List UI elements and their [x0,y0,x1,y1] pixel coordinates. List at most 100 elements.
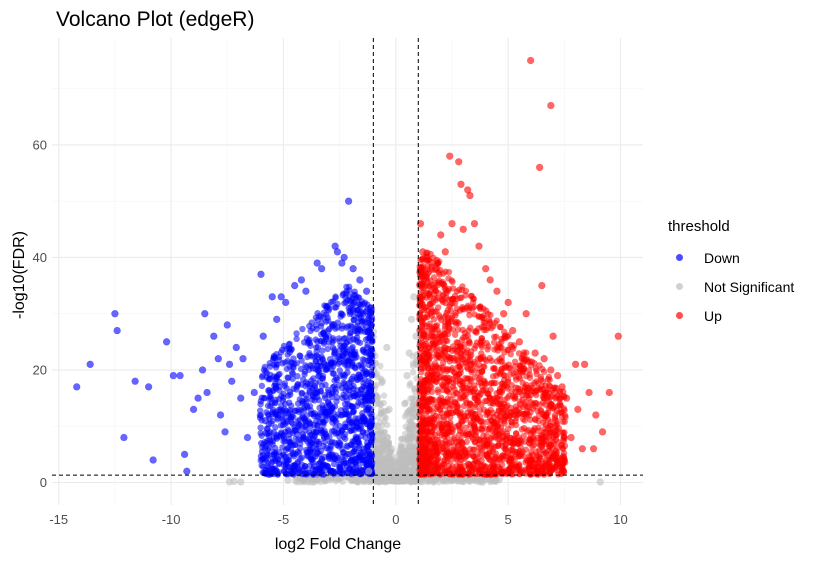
cloud-point [382,414,389,422]
cloud-point [413,478,420,485]
cloud-point [465,430,472,438]
cloud-point [509,445,516,453]
cloud-point [450,475,457,483]
cloud-point [354,310,361,318]
data-point [504,298,512,307]
cloud-point [355,425,363,433]
cloud-point [434,260,442,267]
cloud-point [419,262,427,270]
cloud-point [471,424,478,431]
cloud-point [529,443,536,450]
data-point [169,371,178,380]
cloud-point [326,451,333,458]
cloud-point [420,333,428,340]
cloud-point [503,403,510,411]
cloud-point [441,331,448,338]
data-point [531,349,539,357]
cloud-point [451,331,459,338]
cloud-point [336,347,343,354]
cloud-point [436,421,443,428]
cloud-point [430,290,438,298]
cloud-point [561,418,568,425]
cloud-point [365,361,372,369]
cloud-point [352,459,360,466]
legend-swatch-not-significant [668,276,690,298]
cloud-point [279,360,286,367]
cloud-point [354,376,362,383]
cloud-point [352,365,359,372]
cloud-point [328,438,336,446]
data-point [486,276,494,284]
cloud-point [457,377,464,384]
cloud-point [298,461,306,468]
cloud-point [322,334,330,341]
cloud-point [478,335,485,342]
cloud-point [411,466,418,474]
cloud-point [468,351,475,359]
cloud-point [418,283,426,290]
data-point [232,343,240,352]
cloud-point [444,314,452,322]
data-point [282,298,290,307]
cloud-point [529,451,536,459]
cloud-point [256,407,264,414]
data-point [614,332,622,340]
cloud-point [456,460,464,467]
cloud-point [478,343,486,351]
cloud-point [406,407,413,414]
data-point [383,343,391,352]
cloud-point [285,428,292,435]
cloud-point [277,406,284,413]
cloud-point [318,455,325,463]
cloud-point [339,459,347,466]
cloud-point [264,425,271,432]
cloud-point [502,363,510,371]
y-tick-label: 60 [33,137,47,152]
cloud-point [428,300,435,307]
cloud-point [324,345,331,353]
cloud-point [458,286,466,294]
cloud-point [304,340,312,347]
cloud-point [438,346,446,353]
cloud-point [282,400,289,408]
cloud-point [350,291,357,299]
cloud-point [516,385,524,393]
cloud-point [308,362,315,370]
data-point [407,315,416,324]
cloud-point [535,424,542,431]
cloud-point [490,419,497,427]
cloud-point [476,392,483,399]
cloud-point [452,312,459,319]
cloud-point [267,371,274,379]
cloud-point [441,433,448,440]
cloud-point [290,385,297,393]
cloud-point [326,433,333,440]
y-tick-label: 20 [33,362,47,377]
data-point [333,474,342,482]
cloud-point [462,449,470,457]
cloud-point [353,334,361,341]
cloud-point [483,411,490,418]
cloud-point [258,373,266,381]
cloud-point [449,383,457,390]
cloud-point [525,426,532,434]
cloud-point [427,466,434,474]
cloud-point [550,464,558,471]
cloud-point [348,375,355,383]
cloud-point [494,395,501,402]
data-point [499,309,508,318]
cloud-point [343,397,350,404]
y-axis-label: -log10(FDR) [11,231,28,319]
data-point [371,445,380,453]
legend-item-not-significant: Not Significant [668,272,794,301]
cloud-point [455,320,462,327]
cloud-point [487,471,494,478]
cloud-point [463,304,471,311]
cloud-point [484,418,491,426]
cloud-point [493,317,500,324]
cloud-point [306,389,313,396]
cloud-point [277,349,285,356]
cloud-point [410,444,417,451]
cloud-point [489,365,497,372]
cloud-point [334,468,341,475]
